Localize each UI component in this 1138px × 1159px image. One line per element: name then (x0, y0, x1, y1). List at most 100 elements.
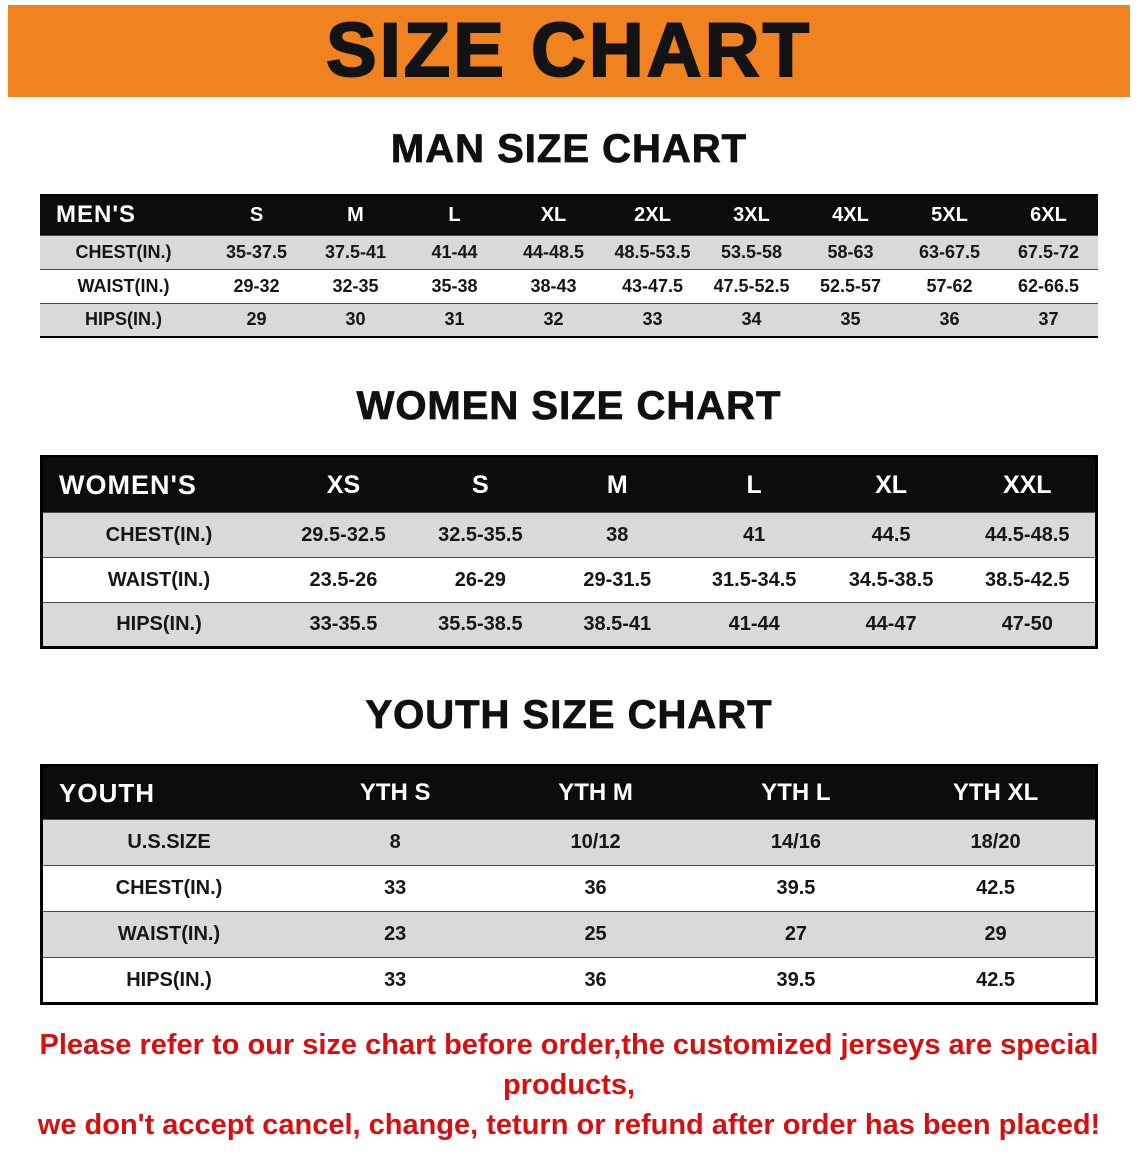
measurement-value: 29 (984, 923, 1007, 945)
measurement-label: CHEST(IN.) (75, 241, 172, 262)
measurement-value: 33 (384, 968, 407, 991)
measurement-label: WAIST(IN.) (77, 275, 170, 296)
measurement-value: 29-31.5 (583, 568, 652, 591)
measurement-row: U.S.SIZE 8 10/12 14/16 18/20 (41, 819, 1097, 866)
measurement-label: WAIST(IN.) (107, 568, 211, 591)
disclaimer-line-2: we don't accept cancel, change, teturn o… (37, 1109, 1101, 1142)
measurement-label: HIPS(IN.) (116, 613, 202, 635)
measurement-value: 52.5-57 (819, 275, 882, 296)
measurement-value: 37 (1038, 309, 1059, 330)
measurement-value: 37.5-41 (324, 241, 387, 262)
measurement-value: 31.5-34.5 (711, 568, 797, 591)
measurement-value: 41-44 (728, 613, 780, 635)
measurement-row: CHEST(IN.) 29.5-32.5 32.5-35.5 38 41 44.5 44.5… (41, 512, 1097, 558)
measurement-row: HIPS(IN.) 29 30 31 32 33 34 35 36 37 (40, 303, 1098, 337)
measurement-row: WAIST(IN.) 23.5-26 26-29 29-31.5 31.5-34.5 34… (41, 557, 1097, 603)
size-column-header: 6XL (1030, 203, 1067, 226)
size-column-header: M (347, 203, 364, 226)
measurement-row: CHEST(IN.) 35-37.5 37.5-41 41-44 44-48.5 48.5… (40, 235, 1098, 269)
measurement-value: 34.5-38.5 (848, 568, 934, 591)
measurement-value: 38-43 (530, 275, 577, 296)
size-column-header: 3XL (733, 203, 770, 226)
measurement-value: 33-35.5 (309, 613, 378, 635)
measurement-value: 47.5-52.5 (713, 275, 790, 296)
size-column-header: YTH S (359, 779, 431, 806)
measurement-value: 38.5-41 (583, 613, 652, 635)
man-size-chart-heading: MAN SIZE CHART (390, 127, 748, 172)
measurement-value: 36 (939, 309, 960, 330)
measurement-value: 25 (584, 923, 607, 945)
disclaimer-line-1: Please refer to our size chart before or… (39, 1029, 1099, 1102)
measurement-value: 41-44 (431, 241, 478, 262)
size-column-header: XL (540, 203, 567, 226)
size-column-header: XL (875, 470, 908, 499)
measurement-value: 18/20 (970, 831, 1021, 853)
measurement-value: 44.5-48.5 (985, 523, 1070, 546)
measurement-value: 26-29 (454, 568, 506, 591)
measurement-label: CHEST(IN.) (115, 877, 223, 899)
measurement-label: HIPS(IN.) (126, 968, 212, 991)
measurement-value: 29.5-32.5 (301, 523, 386, 546)
measurement-value: 62-66.5 (1017, 275, 1080, 296)
table-group-label: YOUTH (59, 777, 155, 808)
measurement-row: WAIST(IN.) 29-32 32-35 35-38 38-43 43-47.5 47.… (40, 269, 1098, 303)
disclaimer: Please refer to our size chart before or… (0, 1025, 1138, 1159)
measurement-value: 36 (584, 968, 607, 991)
measurement-value: 33 (642, 309, 663, 330)
measurement-value: 44-48.5 (522, 241, 585, 262)
measurement-row: HIPS(IN.) 33-35.5 35.5-38.5 38.5-41 41-44 44-… (41, 602, 1097, 648)
page-title: SIZE CHART (325, 8, 812, 93)
youth-size-table: YOUTH YTH S YTH M YTH L YTH XL U.S.SIZE 8 10/12… (40, 764, 1098, 1005)
measurement-value: 44-47 (865, 613, 917, 635)
man-size-chart-section: MAN SIZE CHART MEN'S S M L XL 2XL 3XL 4XL 5XL 6XL… (0, 127, 1138, 338)
measurement-value: 41 (743, 523, 766, 546)
measurement-value: 23.5-26 (309, 568, 378, 591)
measurement-value: 33 (384, 877, 407, 899)
measurement-value: 44.5 (871, 523, 911, 546)
size-column-header: S (472, 470, 489, 499)
size-column-header: 5XL (931, 203, 968, 226)
measurement-value: 35-37.5 (225, 241, 288, 262)
measurement-value: 32.5-35.5 (438, 523, 523, 546)
measurement-value: 39.5 (776, 877, 816, 899)
table-header-row: MEN'S S M L XL 2XL 3XL 4XL 5XL 6XL (40, 195, 1098, 235)
youth-size-chart-section: YOUTH SIZE CHART YOUTH YTH S YTH M YTH L YTH… (0, 693, 1138, 1005)
measurement-value: 63-67.5 (918, 241, 981, 262)
measurement-value: 42.5 (976, 877, 1016, 899)
measurement-value: 43-47.5 (621, 275, 684, 296)
size-column-header: YTH L (761, 779, 831, 806)
measurement-value: 29 (246, 309, 267, 330)
measurement-value: 67.5-72 (1017, 241, 1080, 262)
women-size-chart-heading: WOMEN SIZE CHART (356, 384, 782, 429)
size-column-header: XS (326, 470, 361, 499)
measurement-value: 32-35 (332, 275, 379, 296)
measurement-row: WAIST(IN.) 23 25 27 29 (41, 911, 1097, 958)
size-column-header: M (606, 470, 628, 499)
measurement-value: 27 (784, 923, 808, 945)
table-header-row: YOUTH YTH S YTH M YTH L YTH XL (41, 765, 1097, 820)
measurement-value: 58-63 (827, 241, 874, 262)
table-header-row: WOMEN'S XS S M L XL XXL (41, 456, 1097, 513)
measurement-value: 29-32 (233, 275, 280, 296)
measurement-label: WAIST(IN.) (117, 923, 221, 945)
size-column-header: L (746, 470, 762, 499)
men-size-table: MEN'S S M L XL 2XL 3XL 4XL 5XL 6XL CHEST(IN.) 35-37… (40, 194, 1098, 338)
measurement-value: 23 (384, 923, 407, 945)
table-group-label: MEN'S (56, 201, 137, 229)
women-size-table: WOMEN'S XS S M L XL XXL CHEST(IN.) 29.5-32.5 32.5… (40, 455, 1098, 649)
measurement-row: HIPS(IN.) 33 36 39.5 42.5 (41, 957, 1097, 1004)
measurement-value: 10/12 (570, 831, 621, 853)
measurement-value: 14/16 (770, 831, 821, 853)
measurement-value: 47-50 (1001, 613, 1053, 635)
measurement-value: 35-38 (431, 275, 478, 296)
measurement-value: 35 (840, 309, 861, 330)
size-column-header: YTH XL (952, 779, 1039, 806)
size-column-header: XXL (1002, 470, 1052, 499)
measurement-value: 38.5-42.5 (985, 568, 1070, 591)
measurement-value: 48.5-53.5 (614, 241, 691, 262)
measurement-value: 35.5-38.5 (438, 613, 523, 635)
women-size-chart-section: WOMEN SIZE CHART WOMEN'S XS S M L XL XXL CHEST(… (0, 384, 1138, 649)
measurement-label: HIPS(IN.) (84, 309, 162, 330)
measurement-row: CHEST(IN.) 33 36 39.5 42.5 (41, 865, 1097, 912)
